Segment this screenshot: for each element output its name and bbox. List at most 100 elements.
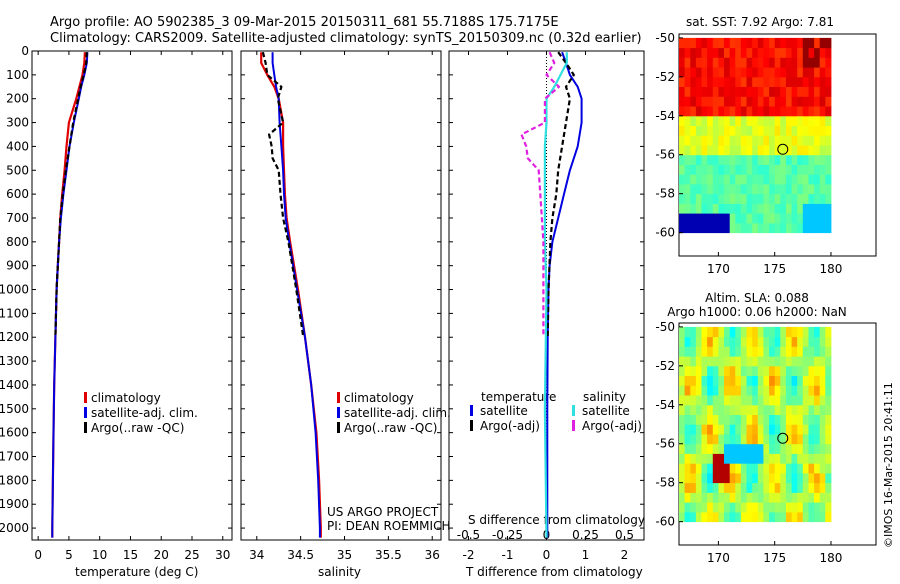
sst-map-cell <box>690 47 697 58</box>
sst-map-cell <box>740 106 747 117</box>
sla-map-cell <box>825 346 832 357</box>
sla-map-cell <box>791 511 798 523</box>
sla-map-ytick-label: -56 <box>655 437 675 451</box>
temperature-xtick-label: 30 <box>215 548 230 562</box>
sst-map-cell <box>684 106 691 117</box>
sla-map-cell <box>819 326 826 338</box>
sst-map-cell <box>690 37 697 49</box>
sst-map-cell <box>684 213 691 224</box>
sst-map-cell <box>774 174 781 185</box>
sst-map-cell <box>774 57 781 68</box>
sst-map-cell <box>724 86 731 97</box>
sla-map-cell <box>780 375 787 386</box>
sla-map-cell <box>718 424 725 435</box>
sla-map-cell <box>763 404 770 415</box>
sst-map-cell <box>679 96 686 107</box>
sst-map-cell <box>825 106 832 117</box>
sst-map-cell <box>740 164 747 175</box>
sla-map-cell <box>684 326 691 338</box>
sst-map-cell <box>707 213 714 224</box>
sla-map-cell <box>735 404 742 415</box>
sst-map-cell <box>746 115 753 126</box>
sla-map-cell <box>740 395 747 406</box>
sst-map-cell <box>802 145 809 156</box>
difference-series-temperature-satellite <box>546 51 583 538</box>
sla-map-cell <box>757 385 764 396</box>
sla-map-xtick-label: 180 <box>820 551 843 565</box>
sla-map-cell <box>740 463 747 474</box>
depth-tick-label: 800 <box>6 235 29 249</box>
sla-map-cell <box>679 375 686 386</box>
sla-map-cell <box>707 434 714 445</box>
sla-map-cell <box>712 482 719 493</box>
sst-map-cell <box>757 86 764 97</box>
sla-map-cell <box>808 472 815 484</box>
sst-map-cell <box>712 164 719 175</box>
sla-map-cell <box>684 385 691 396</box>
sst-map-xtick-label: 170 <box>707 262 730 276</box>
sla-map-cell <box>763 511 770 523</box>
sst-map-cell <box>802 203 809 214</box>
sst-map-cell <box>679 115 686 126</box>
legend-swatch-argo <box>337 422 340 433</box>
sla-map-cell <box>735 385 742 396</box>
sla-map-cell <box>797 395 804 406</box>
sla-map-cell <box>695 502 702 513</box>
sla-map-cell <box>684 434 691 445</box>
sst-map-cell <box>752 135 759 146</box>
sla-map-cell <box>712 502 719 513</box>
sla-map-cell <box>729 482 736 493</box>
sla-map-cell <box>712 443 719 454</box>
sla-map-cell <box>752 482 759 493</box>
sst-map-cell <box>701 57 708 68</box>
sla-map-cell <box>695 463 702 474</box>
sla-map-cell <box>769 511 776 523</box>
sst-map-cell <box>701 115 708 126</box>
sla-map-cell <box>718 414 725 425</box>
sla-map-cell <box>724 482 731 493</box>
sst-map-cell <box>757 125 764 136</box>
sla-map-cell <box>690 453 697 464</box>
sla-map-cell <box>752 365 759 376</box>
sla-map-cell <box>763 356 770 367</box>
temperature-legend: climatology satellite-adj. clim. Argo(..… <box>84 391 198 435</box>
sst-map-cell <box>752 96 759 107</box>
temperature-xtick-label: 10 <box>92 548 107 562</box>
sla-map-cell <box>735 434 742 445</box>
sst-map-cell <box>729 154 736 165</box>
sla-map-cell <box>690 424 697 435</box>
sst-map-cell <box>802 222 809 234</box>
sla-map-cell <box>718 375 725 386</box>
sla-map-cell <box>814 336 821 347</box>
sla-map-cell <box>763 502 770 513</box>
sst-map-cell <box>712 47 719 58</box>
sla-map-cell <box>718 365 725 376</box>
sst-map-cell <box>797 47 804 58</box>
sst-map-cell <box>785 174 792 185</box>
sst-map-cell <box>718 96 725 107</box>
sst-map-cell <box>814 174 821 185</box>
sla-map-cell <box>690 443 697 454</box>
legend-swatch-argo <box>84 422 87 433</box>
sst-map-cell <box>752 115 759 126</box>
sla-map-cell <box>791 472 798 484</box>
sla-map-cell <box>729 395 736 406</box>
sla-map-cell <box>774 346 781 357</box>
sst-map-cell <box>712 174 719 185</box>
sla-map-cell <box>724 463 731 474</box>
sla-map-cell <box>797 385 804 396</box>
sst-map-cell <box>718 154 725 165</box>
sla-map-cell <box>797 404 804 415</box>
sla-map-cell <box>763 424 770 435</box>
sst-map-cell <box>724 203 731 214</box>
sst-map-cell <box>763 193 770 204</box>
sla-map-cell <box>757 346 764 357</box>
sst-map-cell <box>763 222 770 234</box>
legend-label-argo: Argo(..raw -QC) <box>91 421 184 435</box>
sla-map-cell <box>797 463 804 474</box>
sst-map-cell <box>679 164 686 175</box>
sla-map-cell <box>684 502 691 513</box>
sla-map-cell <box>774 463 781 474</box>
sst-map-cell <box>684 203 691 214</box>
temperature-xtick-label: 20 <box>154 548 169 562</box>
